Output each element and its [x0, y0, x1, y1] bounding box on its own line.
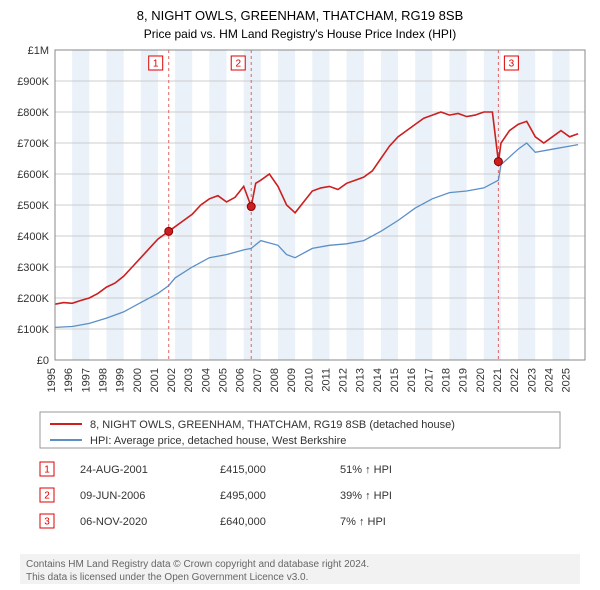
- x-tick-label: 2019: [458, 368, 470, 392]
- x-tick-label: 2020: [475, 368, 487, 392]
- x-tick-label: 2000: [132, 368, 144, 392]
- x-tick-label: 2013: [355, 368, 367, 392]
- table-marker-num: 3: [44, 517, 50, 528]
- x-tick-label: 2014: [372, 368, 384, 392]
- y-tick-label: £200K: [17, 293, 49, 305]
- legend-label: 8, NIGHT OWLS, GREENHAM, THATCHAM, RG19 …: [90, 419, 455, 431]
- x-tick-label: 2007: [252, 368, 264, 392]
- price-chart: 8, NIGHT OWLS, GREENHAM, THATCHAM, RG19 …: [0, 0, 600, 590]
- x-tick-label: 2025: [561, 368, 573, 392]
- legend-label: HPI: Average price, detached house, West…: [90, 435, 346, 447]
- sale-price: £640,000: [220, 516, 266, 528]
- x-tick-label: 2023: [526, 368, 538, 392]
- x-tick-label: 2012: [338, 368, 350, 392]
- x-tick-label: 1998: [97, 368, 109, 392]
- x-tick-label: 2003: [183, 368, 195, 392]
- x-tick-label: 1997: [80, 368, 92, 392]
- x-tick-label: 2018: [440, 368, 452, 392]
- chart-title-1: 8, NIGHT OWLS, GREENHAM, THATCHAM, RG19 …: [137, 8, 464, 23]
- table-marker-num: 2: [44, 491, 50, 502]
- sale-date: 06-NOV-2020: [80, 516, 147, 528]
- x-tick-label: 2006: [235, 368, 247, 392]
- x-tick-label: 1996: [63, 368, 75, 392]
- sale-date: 09-JUN-2006: [80, 490, 145, 502]
- x-tick-label: 2021: [492, 368, 504, 392]
- sale-delta: 7% ↑ HPI: [340, 516, 386, 528]
- sale-date: 24-AUG-2001: [80, 464, 148, 476]
- y-tick-label: £0: [37, 355, 49, 367]
- x-tick-label: 2001: [149, 368, 161, 392]
- y-tick-label: £100K: [17, 324, 49, 336]
- sale-marker-num: 2: [235, 59, 241, 70]
- x-tick-label: 2008: [269, 368, 281, 392]
- x-tick-label: 2017: [423, 368, 435, 392]
- x-tick-label: 2022: [509, 368, 521, 392]
- x-tick-label: 2011: [320, 368, 332, 392]
- x-tick-label: 1999: [115, 368, 127, 392]
- x-tick-label: 2009: [286, 368, 298, 392]
- x-tick-label: 1995: [46, 368, 58, 392]
- y-tick-label: £500K: [17, 200, 49, 212]
- y-tick-label: £300K: [17, 262, 49, 274]
- sale-marker-num: 1: [153, 59, 159, 70]
- sale-delta: 39% ↑ HPI: [340, 490, 392, 502]
- x-tick-label: 2005: [218, 368, 230, 392]
- y-tick-label: £800K: [17, 107, 49, 119]
- y-tick-label: £1M: [28, 45, 49, 57]
- x-tick-label: 2016: [406, 368, 418, 392]
- x-tick-label: 2004: [200, 368, 212, 392]
- sale-price: £415,000: [220, 464, 266, 476]
- table-marker-num: 1: [44, 465, 50, 476]
- y-tick-label: £400K: [17, 231, 49, 243]
- x-tick-label: 2024: [543, 368, 555, 392]
- sale-marker-num: 3: [509, 59, 515, 70]
- footer-line2: This data is licensed under the Open Gov…: [26, 572, 308, 583]
- y-tick-label: £900K: [17, 76, 49, 88]
- sale-delta: 51% ↑ HPI: [340, 464, 392, 476]
- y-tick-label: £700K: [17, 138, 49, 150]
- chart-title-2: Price paid vs. HM Land Registry's House …: [144, 27, 456, 41]
- footer-line1: Contains HM Land Registry data © Crown c…: [26, 559, 369, 570]
- sale-dot: [165, 227, 173, 235]
- sale-dot: [247, 203, 255, 211]
- x-tick-label: 2015: [389, 368, 401, 392]
- x-tick-label: 2010: [303, 368, 315, 392]
- x-tick-label: 2002: [166, 368, 178, 392]
- sale-dot: [494, 158, 502, 166]
- y-tick-label: £600K: [17, 169, 49, 181]
- sale-price: £495,000: [220, 490, 266, 502]
